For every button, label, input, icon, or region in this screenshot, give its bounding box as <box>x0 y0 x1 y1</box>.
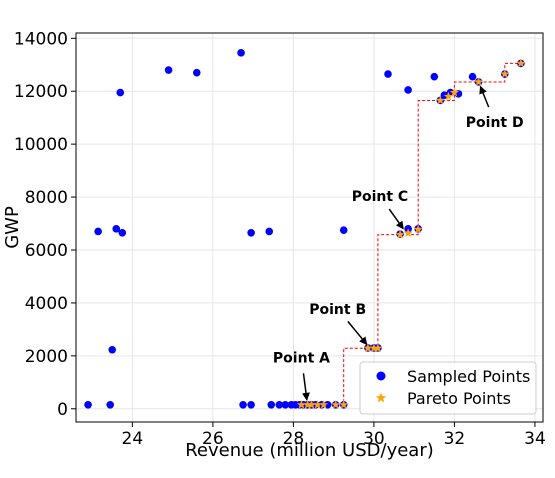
plot-frame <box>75 32 544 423</box>
sampled-point-38 <box>468 72 477 81</box>
pareto-point-11 <box>403 228 413 237</box>
annotations: Point A Point B Point C Point D <box>273 85 524 401</box>
legend-label-sampled: Sampled Points <box>407 367 530 386</box>
pareto-points <box>296 58 526 409</box>
sampled-point-1 <box>106 400 115 409</box>
x-tick-label-4: 32 <box>444 429 466 449</box>
y-tick-label-5: 10000 <box>14 135 68 155</box>
sampled-point-2 <box>108 345 117 354</box>
pareto-point-2 <box>306 400 317 409</box>
annotation-arrow-0 <box>302 373 310 401</box>
sampled-point-16 <box>275 400 284 409</box>
pareto-point-6 <box>339 400 349 409</box>
sampled-point-35 <box>384 70 392 78</box>
annotation-label-1: Point B <box>309 302 366 318</box>
legend-marker-pareto <box>375 392 387 403</box>
y-tick-label-2: 4000 <box>25 294 68 314</box>
pareto-point-7 <box>363 343 373 353</box>
x-tick-label-1: 26 <box>202 429 224 449</box>
grid <box>76 33 543 422</box>
y-tick-label-7: 14000 <box>14 29 68 49</box>
y-axis-title: GWP <box>2 206 23 249</box>
sampled-point-36 <box>404 86 412 94</box>
sampled-point-14 <box>247 400 255 409</box>
sampled-point-8 <box>192 68 201 77</box>
sampled-point-6 <box>116 88 125 97</box>
sampled-point-17 <box>281 400 290 409</box>
pareto-point-4 <box>319 400 329 409</box>
pareto-point-3 <box>313 400 323 409</box>
y-tick-label-0: 0 <box>57 400 68 420</box>
x-axis-title: Revenue (million USD/year) <box>185 440 434 461</box>
pareto-point-10 <box>395 229 405 239</box>
pareto-point-9 <box>373 343 383 353</box>
sampled-point-4 <box>112 225 121 233</box>
sampled-point-15 <box>267 400 276 409</box>
pareto-point-14 <box>443 91 453 101</box>
pareto-point-13 <box>435 95 445 105</box>
legend: Sampled Points Pareto Points <box>359 361 537 415</box>
sampled-point-11 <box>265 227 274 236</box>
sampled-point-12 <box>339 226 348 234</box>
sampled-point-0 <box>84 400 92 409</box>
x-tick-label-0: 24 <box>122 429 144 449</box>
sampled-point-5 <box>118 228 127 237</box>
sampled-point-37 <box>430 72 439 81</box>
x-tick-label-5: 34 <box>524 429 546 449</box>
annotation-label-2: Point C <box>352 189 409 205</box>
axis-ticks: 24 26 28 30 32 34 0 2000 4000 6000 8000 10000 12000 1… <box>14 29 546 449</box>
annotation-arrow-2 <box>388 208 404 230</box>
pareto-point-12 <box>413 224 423 234</box>
pareto-point-16 <box>474 77 484 86</box>
sampled-point-13 <box>239 400 247 409</box>
y-tick-label-6: 12000 <box>14 82 68 102</box>
pareto-point-18 <box>516 58 526 68</box>
pareto-point-1 <box>302 400 313 409</box>
pareto-point-17 <box>500 69 510 78</box>
sampled-point-10 <box>247 228 255 237</box>
y-tick-label-3: 6000 <box>25 241 68 261</box>
y-tick-label-1: 2000 <box>25 347 68 367</box>
sampled-point-3 <box>94 227 102 236</box>
annotation-arrow-1 <box>347 320 368 346</box>
annotation-label-0: Point A <box>273 350 330 366</box>
pareto-point-0 <box>296 400 306 409</box>
y-tick-label-4: 8000 <box>25 188 68 208</box>
pareto-point-15 <box>449 87 459 97</box>
legend-label-pareto: Pareto Points <box>407 389 511 408</box>
legend-box <box>359 361 537 415</box>
annotation-arrow-3 <box>479 85 490 108</box>
sampled-point-7 <box>164 66 173 74</box>
x-tick-label-2: 28 <box>283 429 305 449</box>
sampled-point-9 <box>237 49 245 57</box>
annotation-label-3: Point D <box>466 115 524 131</box>
legend-marker-sampled <box>376 371 386 381</box>
pareto-point-8 <box>369 343 379 353</box>
x-tick-label-3: 30 <box>363 429 385 449</box>
pareto-point-5 <box>331 400 341 409</box>
